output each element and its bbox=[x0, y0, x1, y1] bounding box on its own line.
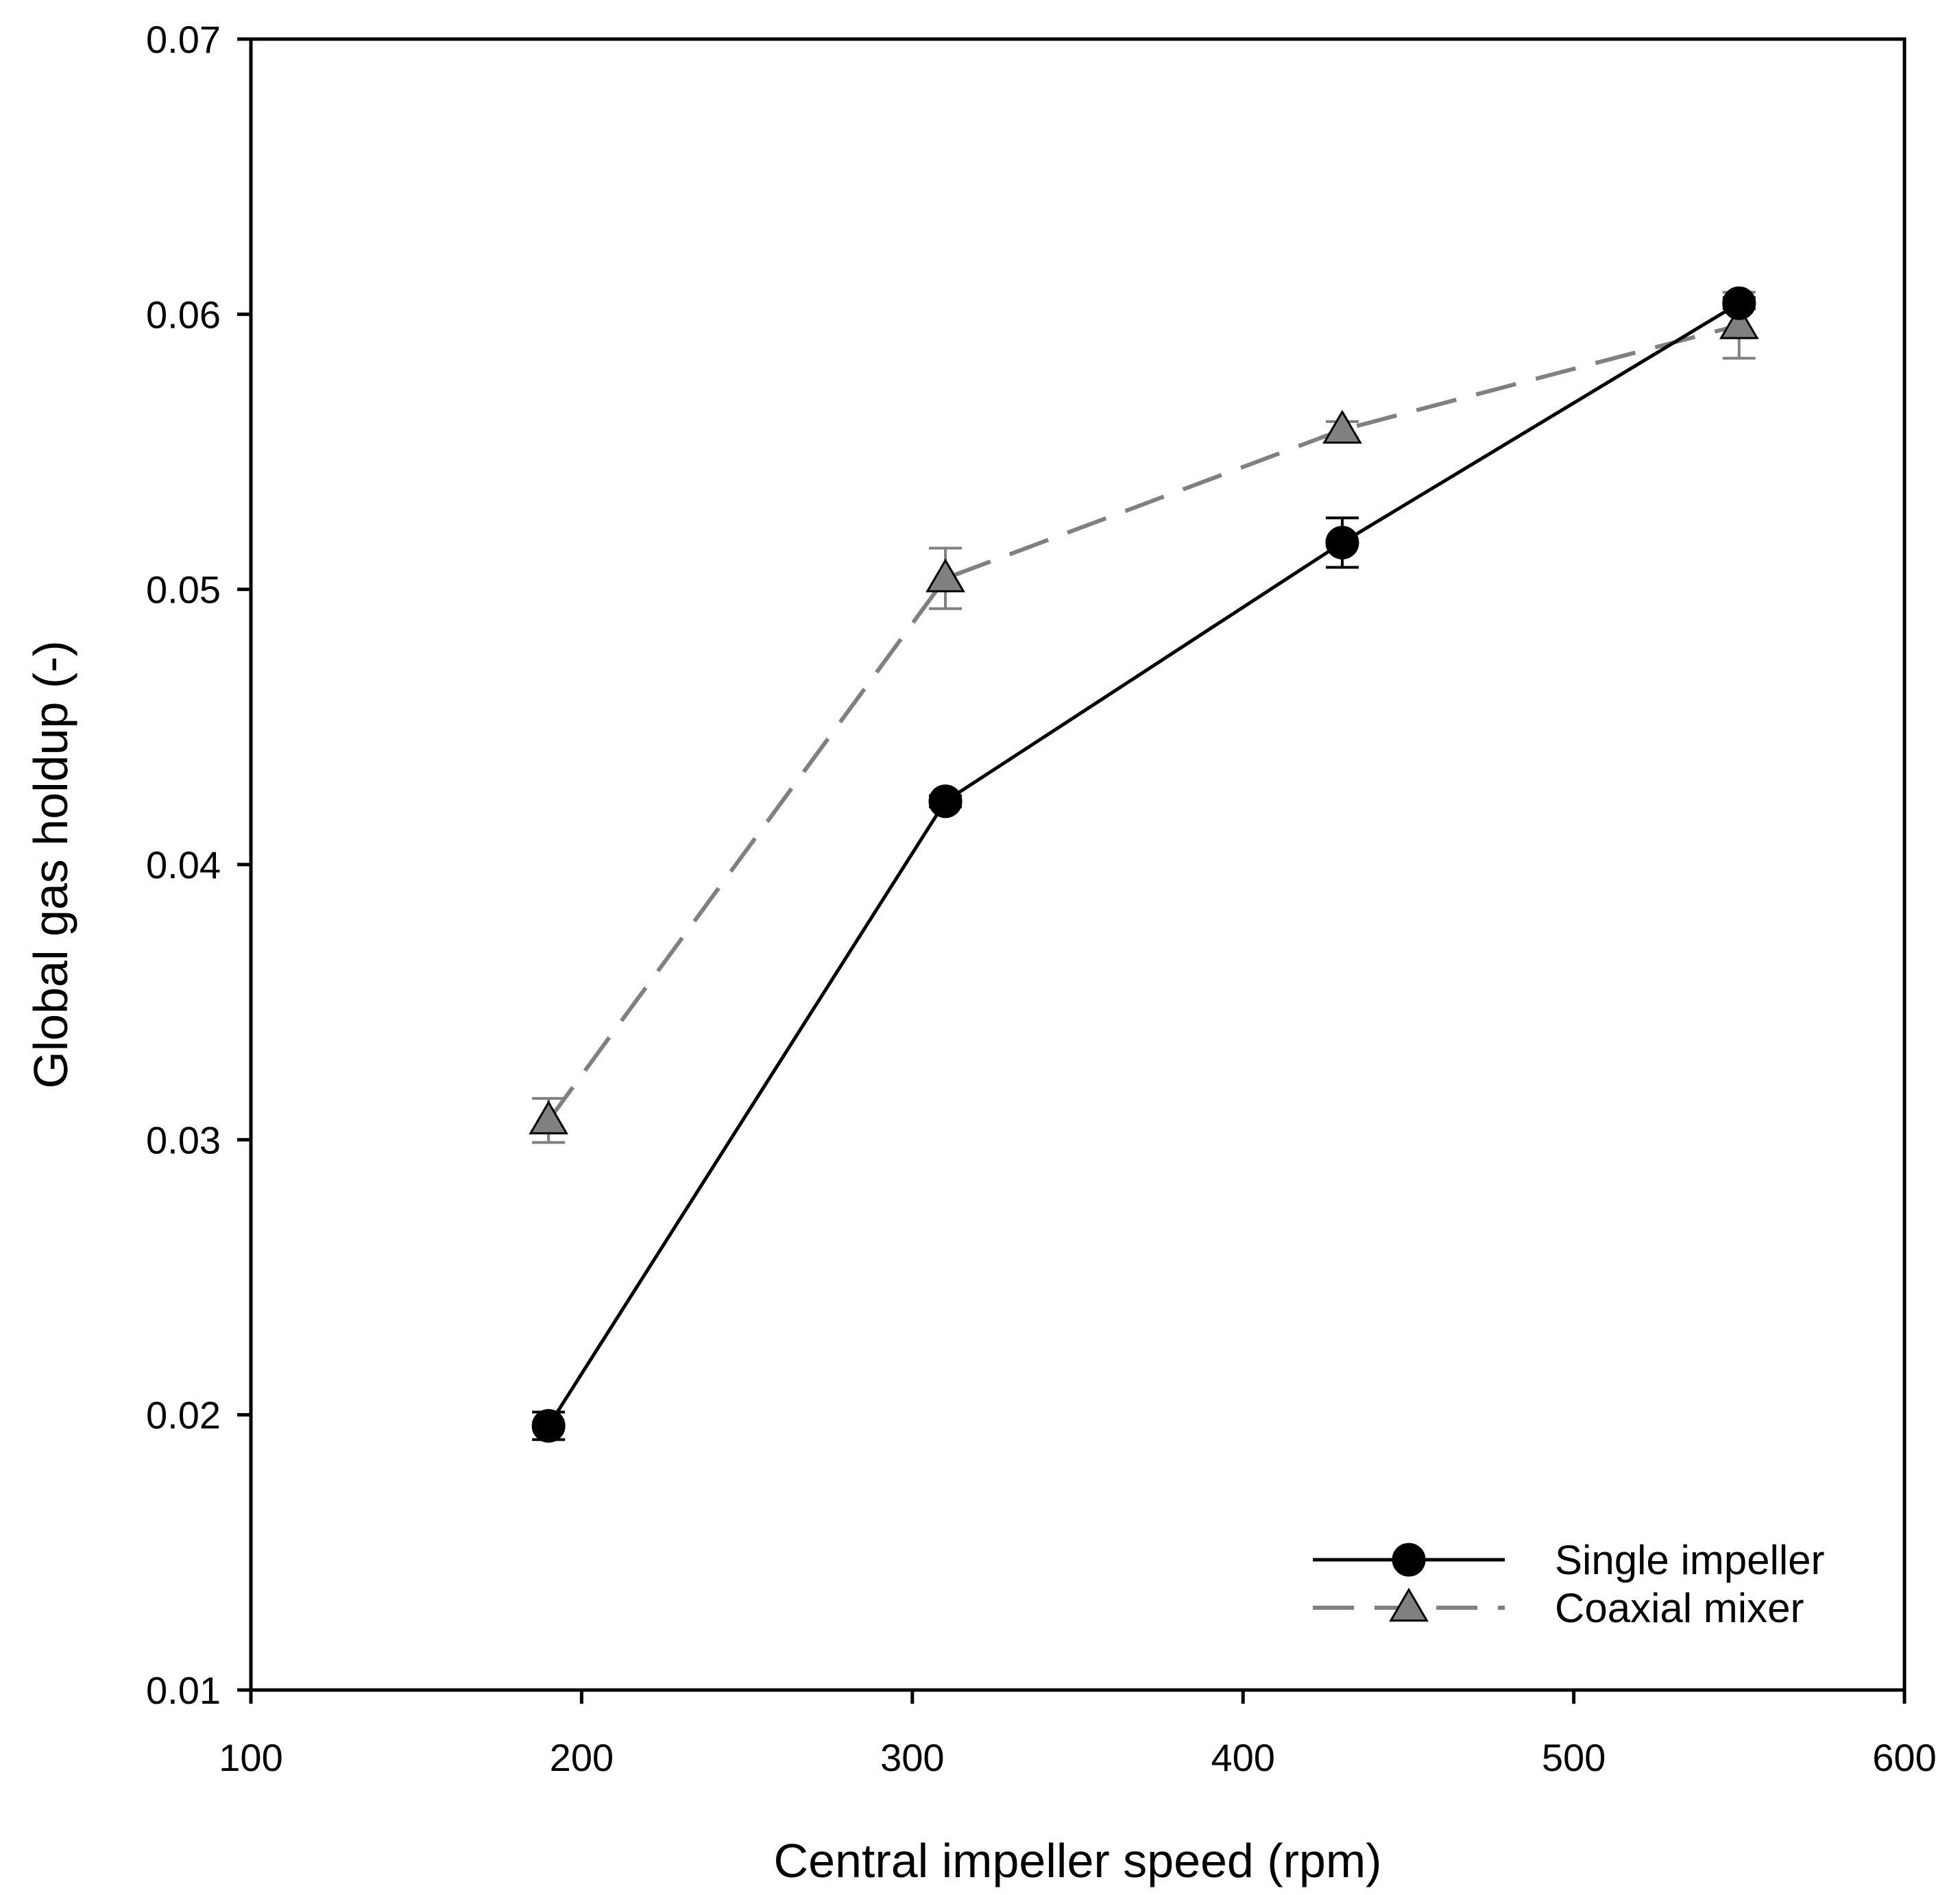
legend-label: Single impeller bbox=[1555, 1537, 1825, 1583]
y-tick-label: 0.02 bbox=[146, 1394, 221, 1437]
y-axis-title: Global gas holdup (-) bbox=[24, 640, 77, 1089]
x-tick-label: 500 bbox=[1542, 1736, 1606, 1779]
x-axis-title: Central impeller speed (rpm) bbox=[774, 1834, 1382, 1887]
y-tick-label: 0.03 bbox=[146, 1118, 221, 1161]
x-tick-label: 600 bbox=[1872, 1736, 1936, 1779]
series-line bbox=[546, 323, 1740, 1122]
x-tick-label: 400 bbox=[1211, 1736, 1274, 1779]
data-point bbox=[1322, 409, 1362, 444]
plot-frame bbox=[249, 37, 1907, 1692]
y-tick-label: 0.04 bbox=[146, 843, 221, 886]
series-1 bbox=[529, 291, 1759, 1144]
y-tick-label: 0.06 bbox=[146, 293, 221, 336]
x-tick-label: 200 bbox=[550, 1736, 614, 1779]
x-axis-ticks: 100 200 300 400 500 600 bbox=[219, 1690, 1937, 1779]
x-tick-label: 100 bbox=[219, 1736, 282, 1779]
legend-marker bbox=[1389, 1587, 1429, 1622]
data-point bbox=[531, 1409, 566, 1443]
data-point bbox=[1325, 525, 1359, 559]
y-tick-label: 0.01 bbox=[146, 1669, 221, 1712]
data-point bbox=[1722, 286, 1756, 320]
series-0 bbox=[531, 286, 1756, 1443]
y-tick-label: 0.05 bbox=[146, 568, 221, 612]
data-point bbox=[1719, 305, 1759, 339]
y-axis-ticks: 0.01 0.02 0.03 0.04 0.05 0.06 0.07 bbox=[146, 18, 251, 1712]
data-point bbox=[925, 558, 965, 592]
x-tick-label: 300 bbox=[880, 1736, 944, 1779]
legend-label: Coaxial mixer bbox=[1555, 1585, 1804, 1631]
data-point bbox=[928, 784, 963, 819]
data-point bbox=[529, 1100, 569, 1135]
y-tick-label: 0.07 bbox=[146, 18, 221, 61]
series-line bbox=[547, 302, 1741, 1427]
legend-marker bbox=[1392, 1543, 1426, 1577]
data-series bbox=[529, 286, 1759, 1443]
